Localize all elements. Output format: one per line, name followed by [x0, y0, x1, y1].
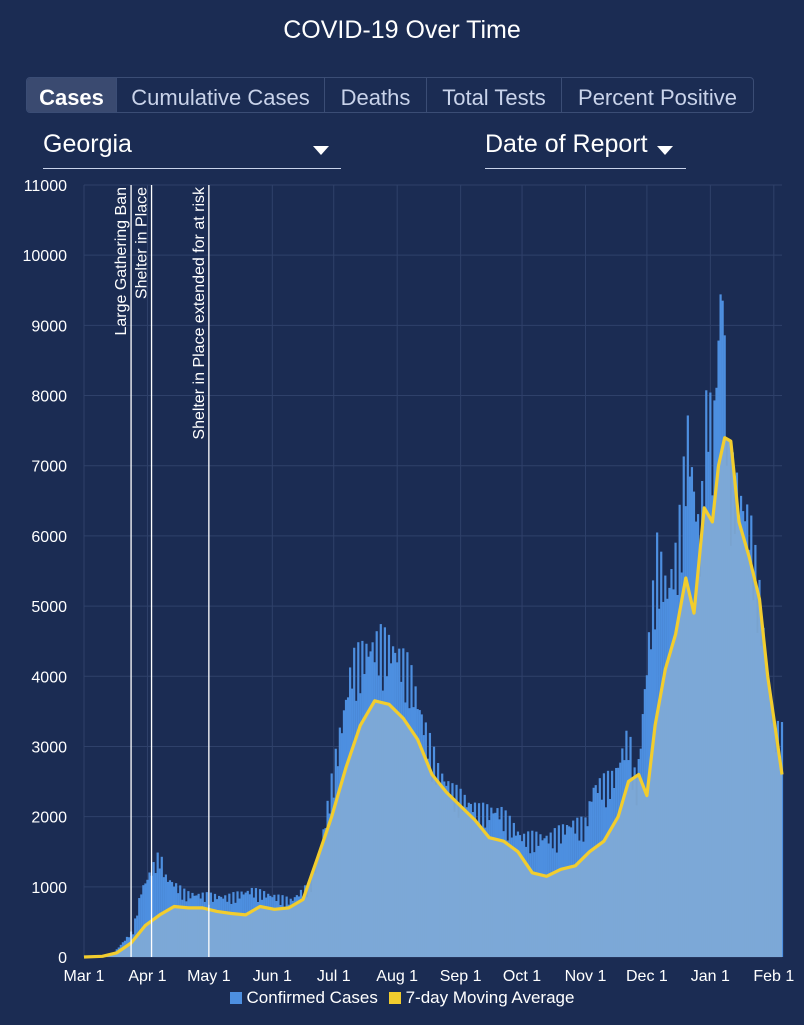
annotations: Large Gathering Ban Shelter in Place Shelt… — [113, 185, 210, 957]
x-tick-label: Oct 1 — [503, 968, 541, 985]
x-tick-label: Apr 1 — [128, 968, 166, 985]
y-tick-label: 4000 — [31, 669, 67, 686]
x-tick-label: Mar 1 — [64, 968, 105, 985]
confirmed-bar — [158, 868, 161, 957]
y-tick-label: 8000 — [31, 389, 67, 406]
date-basis-select[interactable]: Date of Report — [485, 126, 686, 169]
confirmed-bar — [152, 862, 155, 957]
tab-percent-positive[interactable]: Percent Positive — [561, 78, 753, 112]
tab-cases[interactable]: Cases — [27, 78, 116, 112]
region-select[interactable]: Georgia — [43, 126, 341, 169]
y-tick-label: 9000 — [31, 318, 67, 335]
x-tick-label: Jul 1 — [317, 968, 351, 985]
confirmed-bar — [140, 894, 143, 957]
confirmed-bar — [154, 873, 157, 957]
x-tick-label: May 1 — [187, 968, 231, 985]
legend-label-average: 7-day Moving Average — [405, 988, 575, 1007]
metric-tabs: Cases Cumulative Cases Deaths Total Test… — [26, 77, 754, 113]
moving-average-series — [83, 436, 784, 959]
legend-item-confirmed[interactable]: Confirmed Cases — [229, 988, 378, 1007]
tab-total-tests[interactable]: Total Tests — [426, 78, 561, 112]
y-tick-label: 7000 — [31, 459, 67, 476]
cases-chart: Large Gathering Ban Shelter in Place Shelt… — [23, 178, 795, 985]
legend-item-average[interactable]: 7-day Moving Average — [388, 988, 575, 1007]
y-tick-label: 6000 — [31, 529, 67, 546]
y-tick-label: 1000 — [31, 880, 67, 897]
confirmed-bar — [160, 856, 163, 957]
moving-average-line — [83, 436, 784, 959]
y-tick-label: 5000 — [31, 599, 67, 616]
x-tick-label: Dec 1 — [626, 968, 668, 985]
x-axis: Mar 1 Apr 1 May 1 Jun 1 Jul 1 Aug 1 Sep 1 Oct 1… — [64, 968, 795, 985]
legend-label-confirmed: Confirmed Cases — [246, 988, 378, 1007]
annotation-label: Shelter in Place extended for at risk — [191, 186, 208, 440]
annotation-label: Shelter in Place — [134, 187, 151, 299]
x-tick-label: Jun 1 — [253, 968, 292, 985]
legend: Confirmed Cases 7-day Moving Average — [0, 988, 804, 1008]
legend-swatch-average — [388, 992, 401, 1004]
tab-cumulative-cases[interactable]: Cumulative Cases — [116, 78, 324, 112]
legend-swatch-confirmed — [229, 992, 242, 1004]
y-axis: 0 1000 2000 3000 4000 5000 6000 7000 8000 9000 100… — [23, 178, 68, 967]
confirmed-cases-area — [84, 437, 782, 957]
chart-title: COVID-19 Over Time — [283, 16, 521, 44]
confirmed-bar — [138, 898, 141, 957]
chevron-down-icon — [657, 146, 673, 155]
y-tick-label: 3000 — [31, 739, 67, 756]
confirmed-bar — [146, 879, 149, 957]
region-select-value: Georgia — [43, 130, 132, 158]
confirmed-bar — [156, 852, 159, 957]
confirmed-area — [84, 437, 782, 957]
confirmed-bar — [142, 885, 145, 957]
x-tick-label: Nov 1 — [565, 968, 607, 985]
annotation-label: Large Gathering Ban — [113, 187, 130, 336]
x-tick-label: Feb 1 — [753, 968, 794, 985]
y-tick-label: 11000 — [24, 178, 67, 195]
x-tick-label: Jan 1 — [691, 968, 730, 985]
y-tick-label: 10000 — [23, 248, 68, 265]
y-tick-label: 2000 — [31, 810, 67, 827]
y-tick-label: 0 — [58, 950, 67, 967]
chevron-down-icon — [313, 146, 329, 155]
confirmed-bar — [148, 872, 151, 957]
x-tick-label: Sep 1 — [440, 968, 482, 985]
tab-deaths[interactable]: Deaths — [324, 78, 426, 112]
confirmed-bar — [144, 883, 147, 957]
x-tick-label: Aug 1 — [376, 968, 418, 985]
date-basis-select-value: Date of Report — [485, 130, 648, 158]
